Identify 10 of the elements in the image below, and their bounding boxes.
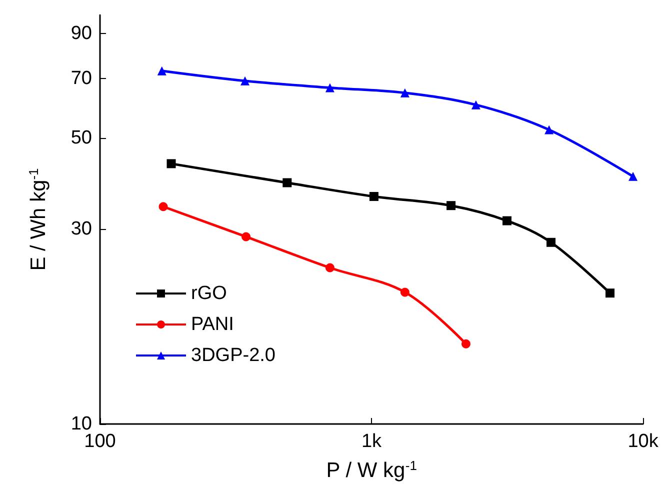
legend-label: PANI bbox=[191, 314, 234, 335]
y-tick-label: 50 bbox=[70, 128, 92, 149]
x-tick-label: 1k bbox=[361, 431, 382, 452]
legend-label: 3DGP-2.0 bbox=[191, 345, 276, 366]
legend-label: rGO bbox=[191, 283, 227, 304]
y-axis-title: E / Wh kg-1 bbox=[26, 168, 50, 271]
x-tick-label: 10k bbox=[628, 431, 659, 452]
y-tick-label: 90 bbox=[70, 23, 92, 44]
y-tick-label: 70 bbox=[70, 68, 92, 89]
y-tick-label: 30 bbox=[70, 218, 92, 240]
